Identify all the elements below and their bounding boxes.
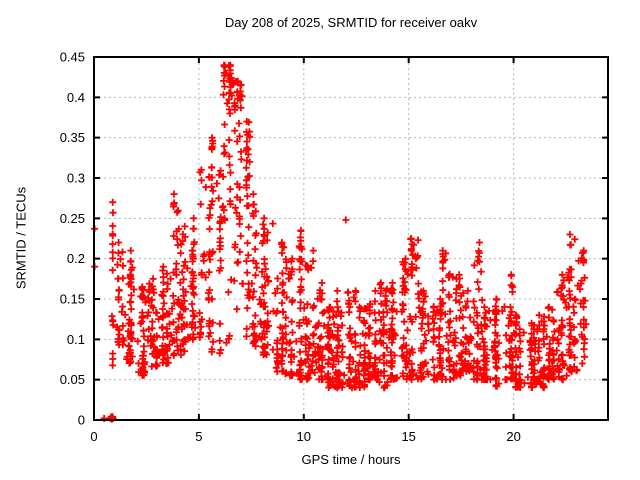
y-tick-label: 0.15 xyxy=(60,292,85,307)
y-tick-label: 0.45 xyxy=(60,50,85,65)
axis-ticks xyxy=(93,56,608,421)
x-tick-label: 15 xyxy=(401,429,415,444)
y-tick-label: 0.1 xyxy=(67,332,85,347)
data-points xyxy=(91,61,590,423)
y-tick-label: 0.05 xyxy=(60,372,85,387)
y-tick-label: 0 xyxy=(78,413,85,428)
y-tick-label: 0.3 xyxy=(67,171,85,186)
plot-border xyxy=(93,56,609,421)
x-axis-label: GPS time / hours xyxy=(301,452,401,467)
y-tick-label: 0.25 xyxy=(60,211,85,226)
y-tick-label: 0.2 xyxy=(67,251,85,266)
x-tick-label: 0 xyxy=(90,429,97,444)
x-tick-label: 20 xyxy=(506,429,520,444)
x-tick-label: 10 xyxy=(297,429,311,444)
y-tick-label: 0.35 xyxy=(60,130,85,145)
chart-title: Day 208 of 2025, SRMTID for receiver oak… xyxy=(224,15,478,30)
y-tick-label: 0.4 xyxy=(67,90,85,105)
x-tick-label: 5 xyxy=(195,429,202,444)
